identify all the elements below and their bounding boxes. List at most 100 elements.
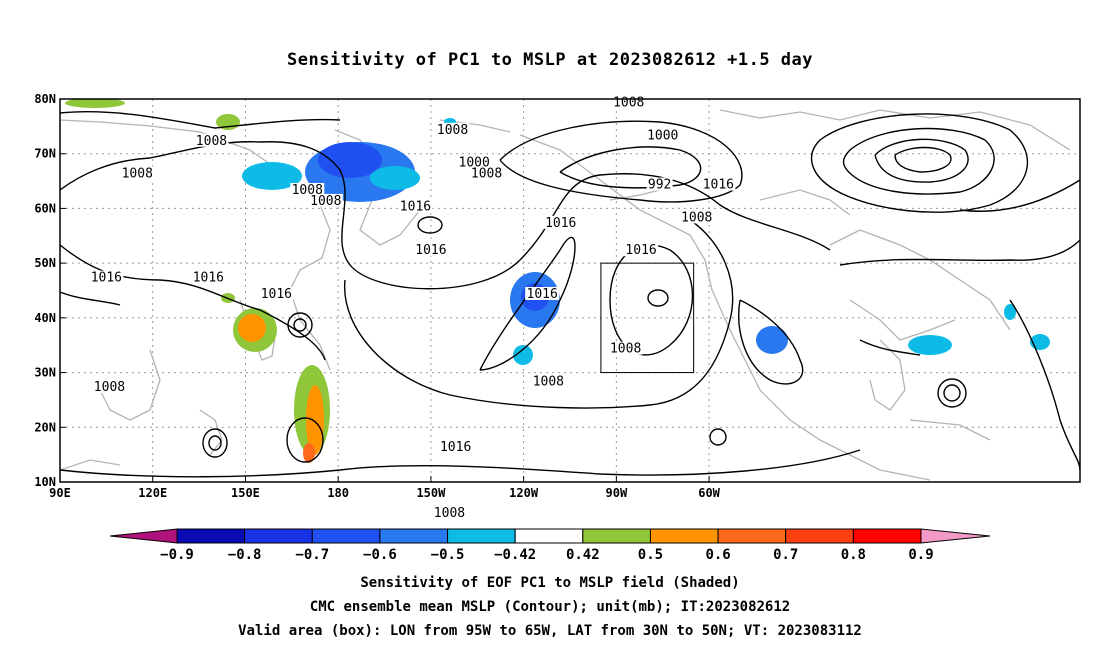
contour-label: 1008 (122, 167, 153, 182)
colorbar-segment (311, 528, 381, 544)
contour-label-bg (679, 210, 714, 224)
colorbar-label: 0.5 (638, 547, 663, 563)
contour-label-bg (89, 270, 124, 284)
colorbar-segment (447, 528, 516, 544)
contour-label-bg (624, 243, 659, 257)
colorbar-segment (785, 528, 854, 544)
colorbar-segment (649, 528, 719, 544)
contour-label: 1016 (440, 440, 471, 455)
colorbar-segment (514, 528, 584, 544)
contour-label: 1016 (527, 287, 558, 302)
lon-label: 90E (49, 486, 71, 500)
lat-label: 30N (34, 366, 56, 380)
colorbar-label: −0.9 (160, 547, 194, 563)
contour-label: 1008 (533, 375, 564, 390)
contour-label-bg (701, 177, 736, 191)
contour-label-bg (543, 215, 578, 229)
lon-label: 120W (509, 486, 539, 500)
contour-label-bg (432, 505, 467, 519)
colorbar-segment (582, 528, 651, 544)
contour-label: 1008 (681, 210, 712, 225)
colorbar-label: −0.42 (494, 547, 536, 563)
contour-label-bg (398, 199, 433, 213)
colorbar-label: 0.9 (908, 547, 933, 563)
colorbar-segment (379, 528, 449, 544)
contour-label: 1016 (261, 287, 292, 302)
contour-label: 1016 (91, 271, 122, 286)
colorbar-label: 0.6 (705, 547, 730, 563)
colorbar-label: −0.8 (228, 547, 262, 563)
contour-label: 1008 (613, 95, 644, 110)
colorbar-segment (244, 528, 313, 544)
contour-label: 1008 (310, 194, 341, 209)
longitude-labels: 90E 120E 150E 180 150W 120W 90W 60W (49, 476, 721, 500)
colorbar-high-triangle (920, 528, 991, 544)
lat-label: 80N (34, 92, 56, 106)
colorbar-label: −0.7 (295, 547, 329, 563)
mslp-contours (60, 111, 1080, 478)
contour-label-bg (191, 270, 226, 284)
colorbar-label: 0.8 (841, 547, 866, 563)
caption-line-3: Valid area (box): LON from 95W to 65W, L… (238, 623, 862, 639)
contour-label: 1016 (703, 178, 734, 193)
caption-line-1: Sensitivity of EOF PC1 to MSLP field (Sh… (360, 575, 740, 591)
contour-label-bg (259, 286, 294, 300)
contour-label: 1008 (434, 506, 465, 521)
contour-label: 992 (648, 178, 671, 193)
lon-label: 180 (327, 486, 349, 500)
contour-label-bg (608, 341, 643, 355)
contour-label-bg (413, 243, 448, 257)
coastlines (60, 109, 1071, 481)
lon-label: 150E (231, 486, 260, 500)
colorbar-label: −0.5 (431, 547, 465, 563)
lon-label: 60W (698, 486, 720, 500)
valid-area-box (600, 262, 695, 374)
colorbar-label: −0.6 (363, 547, 397, 563)
contour-label: 1016 (545, 216, 576, 231)
colorbar-segment (717, 528, 787, 544)
contour-label-bg (92, 379, 127, 393)
contour-label-bg (525, 286, 560, 300)
contour-label: 1008 (610, 342, 641, 357)
colorbar-segment (852, 528, 922, 544)
contour-label-bg (435, 122, 470, 136)
colorbar-segment (176, 528, 246, 544)
colorbar-label: 0.42 (566, 547, 600, 563)
contour-label-bg (645, 128, 680, 142)
contour-label-bg (438, 440, 473, 454)
contour-label: 1008 (94, 380, 125, 395)
contour-label: 1016 (400, 199, 431, 214)
lat-label: 40N (34, 311, 56, 325)
colorbar-labels: −0.9 −0.8 −0.7 −0.6 −0.5 −0.42 0.42 0.5 0.6 0.7 0.… (160, 547, 934, 563)
map-title: Sensitivity of PC1 to MSLP at 2023082612… (286, 50, 813, 70)
contour-label: 1016 (193, 271, 224, 286)
colorbar-low-triangle (109, 528, 178, 544)
lon-label: 150W (416, 486, 446, 500)
contour-label-bg (290, 183, 325, 197)
lat-label: 60N (34, 201, 56, 215)
contour-label-bg (120, 166, 155, 180)
colorbar (109, 528, 991, 544)
lon-label: 90W (606, 486, 628, 500)
contour-label: 1016 (625, 243, 656, 258)
contour-label-bg (308, 193, 343, 207)
contour-label-bg (469, 166, 504, 180)
lon-label: 120E (138, 486, 167, 500)
contour-label: 1008 (437, 123, 468, 138)
contour-label-bg (646, 177, 673, 191)
contour-label: 1008 (196, 134, 227, 149)
latitude-labels: 80N 70N 60N 50N 40N 30N 20N 10N (34, 92, 66, 489)
contour-labels: 1008 1008 1016 1016 1016 1008 1008 1008 1008 1000… (89, 95, 736, 521)
map-gridlines (60, 99, 1080, 482)
contour-label-bg (194, 133, 229, 147)
contour-label: 1000 (647, 128, 678, 143)
contour-label-bg (457, 155, 492, 169)
contour-label-bg (531, 374, 566, 388)
caption-line-2: CMC ensemble mean MSLP (Contour); unit(m… (309, 599, 791, 615)
contour-label: 1008 (471, 167, 502, 182)
lat-label: 50N (34, 256, 56, 270)
contour-label: 1016 (415, 243, 446, 258)
lat-label: 10N (34, 475, 56, 489)
lat-label: 20N (34, 420, 56, 434)
